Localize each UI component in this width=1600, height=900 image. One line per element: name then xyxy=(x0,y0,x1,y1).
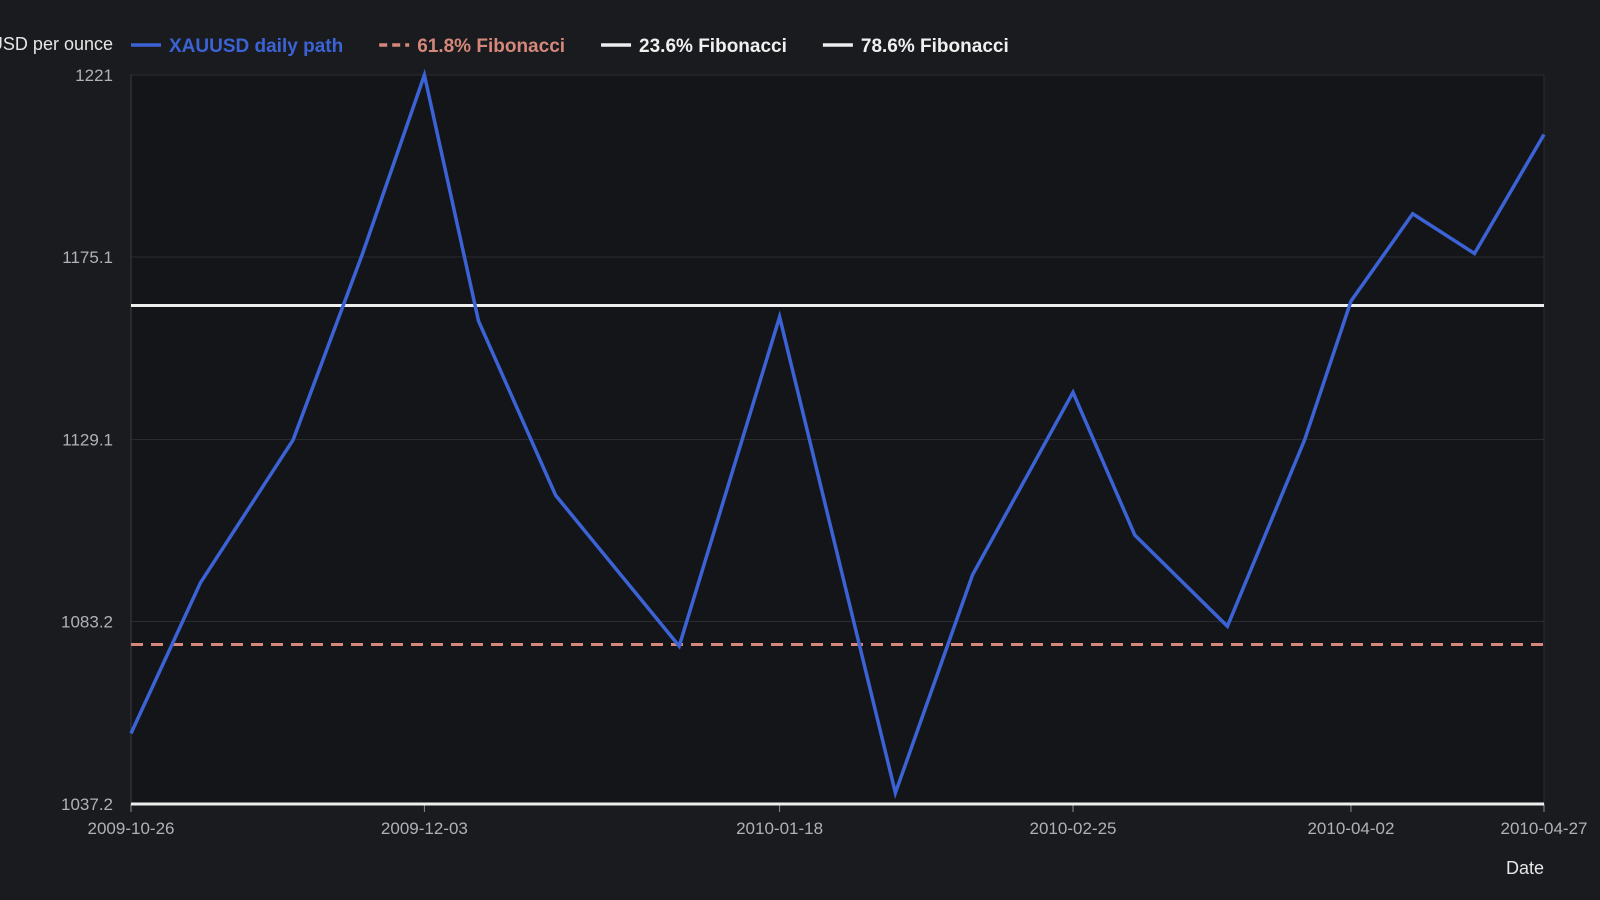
y-tick-label: 1037.2 xyxy=(61,795,113,814)
legend-label: 23.6% Fibonacci xyxy=(639,36,787,57)
y-axis-title: USD per ounce xyxy=(0,34,113,54)
x-tick-label: 2009-12-03 xyxy=(381,819,468,838)
fibonacci-lines xyxy=(131,303,1544,806)
legend-label: 78.6% Fibonacci xyxy=(861,36,1009,57)
y-tick-label: 1129.1 xyxy=(62,431,113,450)
y-tick-label: 1083.2 xyxy=(61,613,113,632)
y-tick-label: 1221 xyxy=(75,66,113,85)
x-tick-label: 2009-10-26 xyxy=(88,819,175,838)
legend: XAUUSD daily path 61.8% Fibonacci 23.6% Fi… xyxy=(131,36,1009,57)
x-axis: 2009-10-26 2009-12-03 2010-01-18 2010-02-25… xyxy=(88,804,1588,838)
y-tick-label: 1175.1 xyxy=(62,248,113,267)
y-axis: 1037.2 1083.2 1129.1 1175.1 1221 xyxy=(61,66,113,814)
x-tick-label: 2010-02-25 xyxy=(1030,819,1117,838)
x-tick-label: 2010-04-02 xyxy=(1307,819,1394,838)
legend-label: XAUUSD daily path xyxy=(169,36,343,57)
series-lines xyxy=(129,68,1546,800)
x-tick-label: 2010-04-27 xyxy=(1501,819,1588,838)
price-series-line xyxy=(129,68,1546,800)
legend-label: 61.8% Fibonacci xyxy=(417,36,565,57)
x-tick-label: 2010-01-18 xyxy=(736,819,823,838)
x-axis-title: Date xyxy=(1506,858,1544,878)
